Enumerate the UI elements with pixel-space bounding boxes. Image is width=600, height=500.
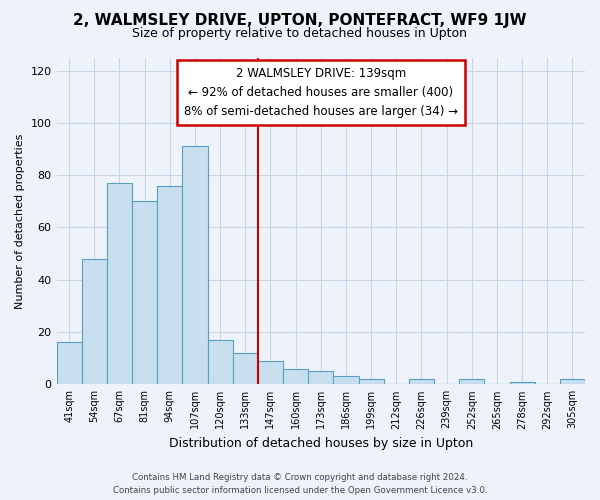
Bar bbox=[56, 342, 82, 384]
Bar bbox=[459, 379, 484, 384]
Y-axis label: Number of detached properties: Number of detached properties bbox=[15, 133, 25, 308]
Bar bbox=[157, 186, 182, 384]
Bar bbox=[334, 376, 359, 384]
Bar bbox=[283, 368, 308, 384]
Bar bbox=[82, 259, 107, 384]
Bar bbox=[182, 146, 208, 384]
Text: 2 WALMSLEY DRIVE: 139sqm
← 92% of detached houses are smaller (400)
8% of semi-d: 2 WALMSLEY DRIVE: 139sqm ← 92% of detach… bbox=[184, 68, 458, 118]
Bar bbox=[359, 379, 383, 384]
Bar bbox=[308, 371, 334, 384]
Bar bbox=[107, 183, 132, 384]
Bar bbox=[233, 353, 258, 384]
Bar bbox=[409, 379, 434, 384]
Bar bbox=[560, 379, 585, 384]
Bar bbox=[258, 361, 283, 384]
Text: Contains HM Land Registry data © Crown copyright and database right 2024.
Contai: Contains HM Land Registry data © Crown c… bbox=[113, 474, 487, 495]
Bar bbox=[509, 382, 535, 384]
Bar bbox=[208, 340, 233, 384]
Bar bbox=[132, 202, 157, 384]
Text: Size of property relative to detached houses in Upton: Size of property relative to detached ho… bbox=[133, 28, 467, 40]
Text: 2, WALMSLEY DRIVE, UPTON, PONTEFRACT, WF9 1JW: 2, WALMSLEY DRIVE, UPTON, PONTEFRACT, WF… bbox=[73, 12, 527, 28]
X-axis label: Distribution of detached houses by size in Upton: Distribution of detached houses by size … bbox=[169, 437, 473, 450]
